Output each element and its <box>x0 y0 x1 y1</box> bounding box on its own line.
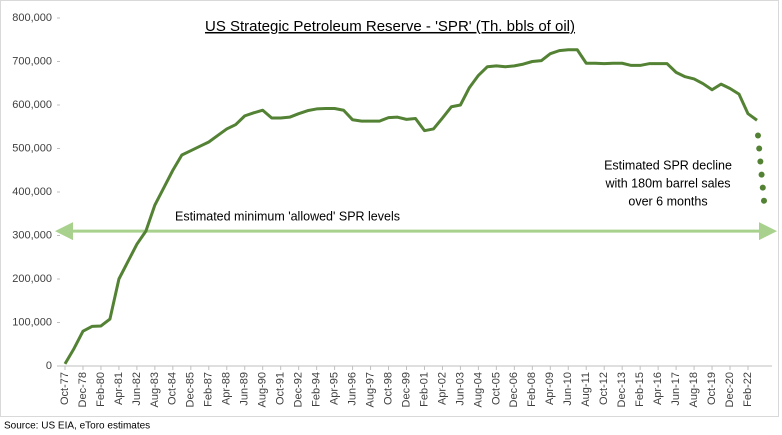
x-tick-label: Oct-91 <box>275 372 287 405</box>
x-tick-label: Oct-12 <box>598 372 610 405</box>
x-tick-label: Feb-94 <box>311 372 323 407</box>
x-tick-label: Feb-22 <box>742 372 754 407</box>
x-tick-label: Aug-97 <box>364 372 376 407</box>
y-tick-label: 100,000 <box>12 316 52 328</box>
x-tick-label: Dec-13 <box>616 372 628 407</box>
y-tick-label: 200,000 <box>12 273 52 285</box>
chart-frame <box>0 0 779 417</box>
x-tick-label: Aug-18 <box>688 372 700 407</box>
x-tick-label: Feb-15 <box>634 372 646 407</box>
x-tick-label: Apr-81 <box>113 372 125 405</box>
source: Source: US EIA, eToro estimates <box>4 421 150 432</box>
estimate-annotation: with 180m barrel sales <box>604 176 730 190</box>
estimate-dot <box>756 145 763 152</box>
x-tick-label: Dec-99 <box>400 372 412 407</box>
x-tick-label: Jun-17 <box>670 372 682 406</box>
x-tick-label: Feb-87 <box>203 372 215 407</box>
estimate-dot <box>758 171 765 178</box>
minimum-level-label: Estimated minimum 'allowed' SPR levels <box>175 209 400 223</box>
x-tick-label: Aug-90 <box>257 372 269 407</box>
estimate-dot <box>754 132 761 139</box>
x-tick-label: Oct-84 <box>167 372 179 405</box>
x-tick-label: Feb-08 <box>526 372 538 407</box>
chart-title: US Strategic Petroleum Reserve - 'SPR' (… <box>205 18 575 35</box>
x-tick-label: Dec-78 <box>77 372 89 407</box>
y-tick-label: 0 <box>46 360 52 372</box>
x-tick-label: Dec-20 <box>724 372 736 407</box>
estimate-annotation: over 6 months <box>628 194 707 208</box>
x-tick-label: Aug-04 <box>472 372 484 407</box>
x-tick-label: Dec-85 <box>185 372 197 407</box>
x-tick-label: Apr-95 <box>329 372 341 405</box>
x-tick-label: Jun-89 <box>239 372 251 406</box>
x-tick-label: Apr-88 <box>221 372 233 405</box>
x-tick-label: Oct-05 <box>490 372 502 405</box>
x-tick-label: Apr-02 <box>436 372 448 405</box>
x-tick-label: Aug-11 <box>580 372 592 407</box>
x-tick-label: Oct-98 <box>382 372 394 405</box>
x-tick-label: Dec-92 <box>293 372 305 407</box>
estimate-dot <box>757 158 764 165</box>
x-tick-label: Dec-06 <box>508 372 520 407</box>
estimate-annotation: Estimated SPR decline <box>604 158 732 172</box>
y-tick-label: 400,000 <box>12 186 52 198</box>
y-tick-label: 700,000 <box>12 55 52 67</box>
spr-line <box>63 48 758 365</box>
x-tick-label: Apr-09 <box>544 372 556 405</box>
x-tick-label: Jun-03 <box>454 372 466 406</box>
x-tick-label: Aug-83 <box>149 372 161 407</box>
x-tick-label: Jun-82 <box>131 372 143 406</box>
x-tick-label: Apr-16 <box>652 372 664 405</box>
y-tick-label: 800,000 <box>12 12 52 24</box>
y-tick-label: 500,000 <box>12 142 52 154</box>
x-tick-label: Jun-10 <box>562 372 574 406</box>
x-tick-label: Feb-80 <box>95 372 107 407</box>
x-tick-label: Oct-19 <box>706 372 718 405</box>
y-tick-label: 300,000 <box>12 229 52 241</box>
x-tick-label: Jun-96 <box>346 372 358 406</box>
estimate-dot <box>759 184 766 191</box>
x-tick-label: Feb-01 <box>418 372 430 407</box>
estimate-dot <box>760 197 767 204</box>
y-tick-label: 600,000 <box>12 99 52 111</box>
x-tick-label: Oct-77 <box>59 372 71 405</box>
